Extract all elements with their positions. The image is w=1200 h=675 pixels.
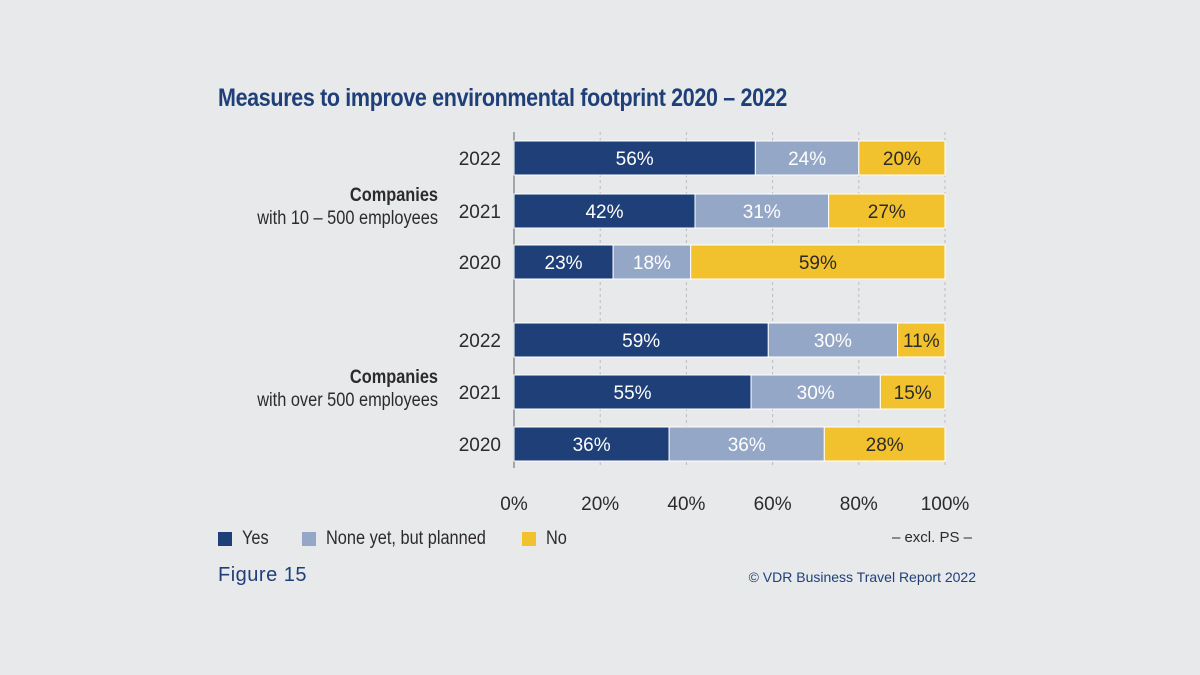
data-label: 36% <box>728 435 766 456</box>
bar-segment <box>513 426 670 462</box>
bar-segment <box>858 140 946 176</box>
data-label: 27% <box>868 202 906 223</box>
legend-label: No <box>546 528 567 549</box>
group-name: Companies <box>349 367 438 388</box>
bar-segment <box>690 244 946 280</box>
data-label: 20% <box>883 149 921 170</box>
data-label: 36% <box>573 435 611 456</box>
x-tick-label: 0% <box>500 494 528 515</box>
bar-segment <box>668 426 825 462</box>
data-label: 28% <box>866 435 904 456</box>
x-tick-label: 20% <box>581 494 619 515</box>
data-label: 30% <box>797 383 835 404</box>
group-label-large-companies: Companies with over 500 employees <box>197 366 438 412</box>
data-label: 42% <box>585 202 623 223</box>
data-label: 23% <box>545 253 583 274</box>
bar-segment <box>513 140 756 176</box>
data-label: 31% <box>743 202 781 223</box>
bar-segment <box>694 193 830 229</box>
bar-segment <box>828 193 946 229</box>
data-label: 11% <box>903 331 940 352</box>
group-desc: with 10 – 500 employees <box>257 208 438 229</box>
group-desc: with over 500 employees <box>257 390 438 411</box>
x-tick-label: 80% <box>840 494 878 515</box>
bar-segment <box>513 244 614 280</box>
year-label: 2022 <box>459 149 501 170</box>
x-tick-label: 40% <box>667 494 705 515</box>
bar-segment <box>513 374 752 410</box>
year-label: 2021 <box>459 383 501 404</box>
year-label: 2020 <box>459 253 501 274</box>
legend-item-planned: None yet, but planned <box>302 528 512 550</box>
bar-segment <box>823 426 946 462</box>
bar-segment <box>879 374 946 410</box>
data-label: 24% <box>788 149 826 170</box>
data-label: 55% <box>614 383 652 404</box>
group-label-small-companies: Companies with 10 – 500 employees <box>197 184 438 230</box>
data-label: 59% <box>799 253 837 274</box>
source-credit: © VDR Business Travel Report 2022 <box>748 569 976 585</box>
data-label: 56% <box>616 149 654 170</box>
x-tick-label: 100% <box>921 494 970 515</box>
bar-segment <box>767 322 899 358</box>
excl-note: – excl. PS – <box>891 529 972 546</box>
legend-swatch-planned <box>302 532 316 546</box>
bar-segment <box>612 244 692 280</box>
legend-item-no: No <box>522 528 570 550</box>
data-label: 59% <box>622 331 660 352</box>
legend-item-yes: Yes <box>218 528 273 550</box>
data-label: 30% <box>814 331 852 352</box>
year-label: 2020 <box>459 435 501 456</box>
stacked-bar-chart: 2022 56% 24% 20% 2021 42% 31% 27% 2020 23% 18% 59% 2… <box>459 132 970 515</box>
year-label: 2022 <box>459 331 501 352</box>
bar-segment <box>750 374 881 410</box>
legend-swatch-yes <box>218 532 232 546</box>
legend-label: None yet, but planned <box>326 528 486 549</box>
x-tick-label: 60% <box>754 494 792 515</box>
data-label: 18% <box>633 253 671 274</box>
bar-segment <box>513 193 696 229</box>
chart-title: Measures to improve environmental footpr… <box>218 84 787 112</box>
legend-label: Yes <box>242 528 269 549</box>
bar-segment <box>754 140 860 176</box>
figure-label: Figure 15 <box>218 564 307 586</box>
data-label: 15% <box>894 383 932 404</box>
bar-segment <box>513 322 769 358</box>
bar-segment <box>897 322 946 358</box>
group-name: Companies <box>349 185 438 206</box>
legend-swatch-no <box>522 532 536 546</box>
year-label: 2021 <box>459 202 501 223</box>
